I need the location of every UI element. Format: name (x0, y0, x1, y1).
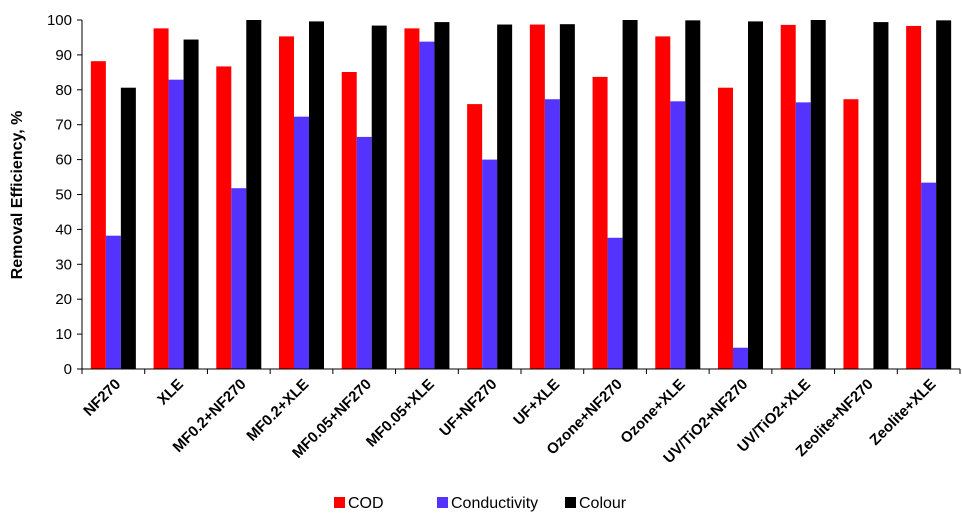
bars-group (90, 20, 952, 370)
bar-conductivity-0 (105, 235, 121, 369)
bar-cod-1 (153, 28, 169, 369)
y-axis-label: Removal Efficiency, % (9, 111, 26, 280)
bar-colour-11 (810, 20, 826, 369)
bar-colour-6 (497, 24, 513, 370)
bar-cod-9 (655, 36, 671, 369)
bar-cod-10 (718, 87, 733, 370)
y-tick-label: 40 (55, 221, 72, 238)
bar-conductivity-2 (231, 188, 247, 369)
legend-label-cod: COD (348, 495, 384, 512)
bar-cod-11 (780, 24, 796, 370)
y-tick-label: 20 (55, 291, 72, 308)
x-category-label: UF+XLE (510, 376, 563, 429)
bar-colour-10 (748, 21, 763, 370)
bar-conductivity-5 (419, 41, 435, 369)
y-tick-label: 70 (55, 117, 72, 134)
x-category-label: UF+NF270 (436, 376, 500, 440)
bar-colour-9 (685, 20, 701, 369)
x-category-label: NF270 (80, 376, 124, 420)
bar-conductivity-8 (607, 237, 623, 369)
bar-colour-2 (246, 20, 262, 369)
bar-cod-7 (529, 24, 545, 370)
bar-cod-6 (467, 104, 483, 369)
bar-conductivity-6 (482, 159, 498, 369)
legend-label-colour: Colour (579, 495, 627, 512)
y-tick-label: 30 (55, 256, 72, 273)
y-tick-label: 50 (55, 187, 72, 204)
bar-conductivity-4 (356, 136, 372, 369)
legend-swatch-cod (334, 497, 345, 508)
bar-colour-12 (873, 22, 889, 370)
bar-colour-7 (559, 24, 575, 370)
bar-colour-13 (936, 20, 952, 369)
y-tick-label: 60 (55, 152, 72, 169)
bar-conductivity-1 (168, 79, 184, 369)
bar-cod-4 (341, 72, 357, 369)
bar-conductivity-13 (921, 182, 937, 369)
bar-conductivity-11 (795, 102, 811, 369)
y-tick-label: 0 (64, 361, 72, 378)
legend-swatch-conductivity (437, 497, 448, 508)
bar-cod-12 (843, 99, 859, 370)
legend-swatch-colour (565, 497, 576, 508)
bar-colour-8 (622, 20, 638, 369)
y-tick-label: 90 (55, 47, 72, 64)
bar-conductivity-9 (670, 101, 686, 369)
bar-colour-4 (371, 25, 387, 370)
x-axis-ticks: NF270 XLEMF0.2+NF270MF0.2+XLEMF0.05+NF270… (80, 369, 961, 467)
bar-cod-3 (279, 36, 294, 369)
y-tick-label: 10 (55, 326, 72, 343)
legend: COD Conductivity Colour (334, 495, 627, 512)
y-tick-label: 80 (55, 82, 72, 99)
bar-colour-3 (309, 21, 324, 370)
x-category-label: XLE (154, 376, 187, 409)
y-axis-ticks: 0 10 20 30 40 50 60 70 80 90 100 (47, 12, 82, 378)
bar-conductivity-3 (294, 116, 309, 369)
bar-colour-5 (434, 22, 450, 370)
bar-cod-8 (592, 76, 608, 370)
bar-cod-13 (906, 25, 922, 369)
bar-cod-5 (404, 28, 420, 369)
bar-colour-1 (183, 39, 199, 369)
bar-conductivity-7 (544, 99, 560, 370)
y-tick-label: 100 (47, 12, 72, 29)
bar-colour-0 (120, 87, 136, 370)
bar-cod-2 (216, 66, 232, 370)
bar-cod-0 (90, 61, 106, 369)
x-category-label: MF0.2+XLE (243, 376, 312, 445)
x-category-label: Zeolite+XLE (866, 376, 939, 449)
bar-conductivity-10 (733, 347, 748, 369)
legend-label-conductivity: Conductivity (451, 495, 538, 512)
